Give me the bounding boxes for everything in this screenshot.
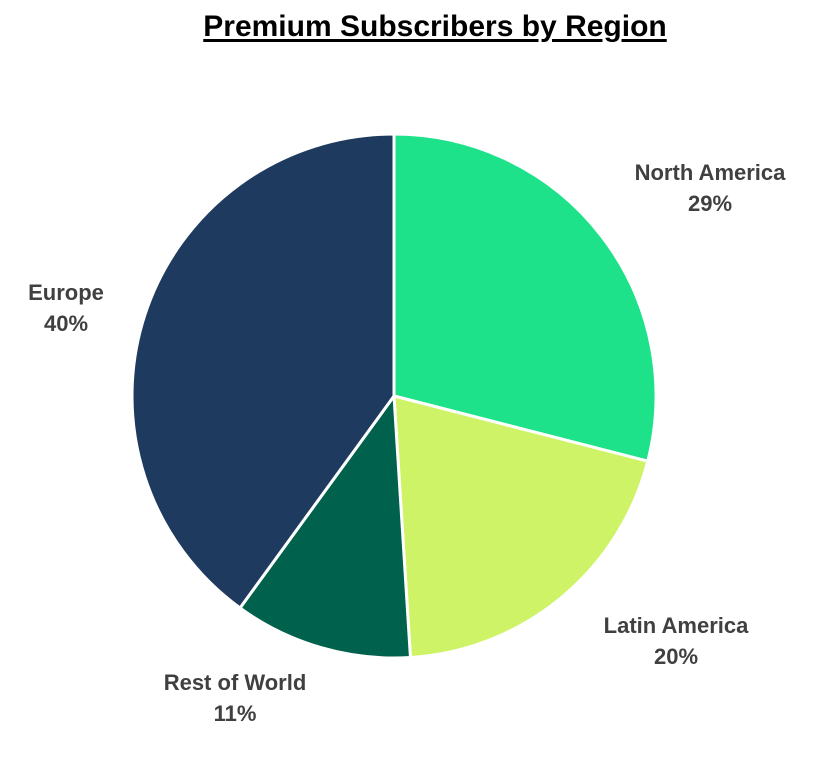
slice-label-latin-america: Latin America 20% [604, 613, 749, 669]
slice-label-name: Rest of World [164, 670, 307, 695]
pie-slice-north-america [392, 132, 658, 463]
slice-label-north-america: North America 29% [635, 160, 787, 216]
slice-label-percent: 11% [214, 701, 257, 726]
slice-labels: North America 29% Latin America 20% Rest of … [28, 160, 786, 726]
slice-label-name: Latin America [604, 613, 749, 638]
pie-slice-europe [130, 132, 396, 610]
pie-slice-rest-of-world [238, 394, 412, 660]
slice-label-europe: Europe 40% [28, 280, 104, 336]
slice-label-rest-of-world: Rest of World 11% [164, 670, 307, 726]
slice-label-name: Europe [28, 280, 104, 305]
slice-label-percent: 20% [654, 644, 698, 669]
slice-label-percent: 29% [688, 191, 732, 216]
pie-slice-latin-america [392, 394, 650, 659]
slice-label-name: North America [635, 160, 787, 185]
chart-title: Premium Subscribers by Region [203, 10, 667, 43]
slice-label-percent: 40% [44, 311, 88, 336]
pie-slices [130, 132, 658, 660]
